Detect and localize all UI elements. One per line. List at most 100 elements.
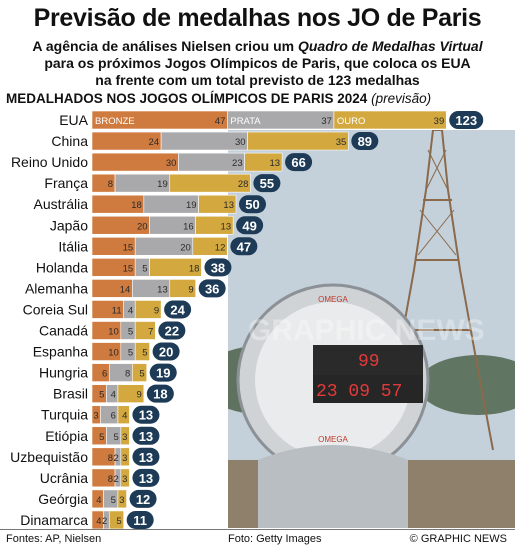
country-label-ucrania: Ucrânia bbox=[40, 470, 88, 486]
value-label-bronze-uzbequistao: 8 bbox=[108, 453, 113, 464]
total-label-turquia: 13 bbox=[139, 408, 153, 423]
total-label-hungria: 19 bbox=[156, 366, 170, 381]
total-label-dinamarca: 11 bbox=[133, 513, 147, 528]
value-label-bronze-japao: 20 bbox=[137, 221, 148, 232]
bar-gold-etiopia bbox=[120, 426, 130, 446]
value-label-gold-ucrania: 3 bbox=[122, 474, 127, 485]
country-label-holanda: Holanda bbox=[36, 259, 88, 275]
value-label-bronze-espanha: 10 bbox=[108, 348, 119, 359]
value-label-gold-georgia: 3 bbox=[119, 495, 124, 506]
value-label-silver-eua: 37 bbox=[321, 116, 332, 127]
total-badge-reino-unido bbox=[285, 153, 313, 172]
value-label-bronze-dinamarca: 4 bbox=[96, 516, 101, 527]
subtitle-line-1-text: A agência de análises Nielsen criou um bbox=[32, 38, 298, 54]
bar-gold-dinamarca bbox=[108, 510, 124, 530]
country-label-italia: Itália bbox=[58, 238, 88, 254]
value-label-silver-japao: 16 bbox=[183, 221, 194, 232]
value-label-bronze-reino-unido: 30 bbox=[166, 158, 177, 169]
total-label-china: 89 bbox=[358, 134, 372, 149]
country-label-coreia-sul: Coreia Sul bbox=[23, 301, 88, 317]
value-label-silver-holanda: 5 bbox=[142, 263, 147, 274]
value-label-silver-uzbequistao: 2 bbox=[114, 453, 119, 464]
value-label-bronze-brasil: 5 bbox=[99, 390, 104, 401]
series-label-gold: OURO bbox=[337, 116, 366, 127]
value-label-silver-alemanha: 13 bbox=[157, 284, 168, 295]
total-label-holanda: 38 bbox=[211, 260, 225, 275]
country-label-franca: França bbox=[44, 175, 88, 191]
value-label-gold-uzbequistao: 3 bbox=[122, 453, 127, 464]
total-badge-canada bbox=[158, 321, 186, 340]
value-label-gold-alemanha: 9 bbox=[188, 284, 193, 295]
total-badge-holanda bbox=[204, 258, 232, 277]
value-label-silver-hungria: 8 bbox=[125, 369, 130, 380]
footer-photo-credit: Foto: Getty Images bbox=[228, 533, 322, 545]
bar-gold-hungria bbox=[132, 363, 148, 382]
total-badge-ucrania bbox=[132, 468, 160, 487]
bar-gold-holanda bbox=[149, 258, 202, 277]
total-badge-uzbequistao bbox=[132, 447, 160, 466]
bar-gold-china bbox=[247, 131, 349, 151]
value-label-bronze-eua: 47 bbox=[215, 116, 226, 127]
eiffel-tower-clock-photo: 99 23 09 57 OMEGA OMEGA GRAPHIC NEWS bbox=[228, 130, 515, 528]
value-label-gold-italia: 12 bbox=[215, 242, 226, 253]
value-label-silver-brasil: 4 bbox=[111, 390, 116, 401]
value-label-gold-hungria: 5 bbox=[139, 369, 144, 380]
subtitle-line-1: A agência de análises Nielsen criou um Q… bbox=[20, 38, 495, 55]
bar-gold-italia bbox=[192, 237, 228, 256]
total-label-brasil: 18 bbox=[153, 387, 167, 402]
total-badge-eua bbox=[449, 111, 484, 129]
bar-gold-espanha bbox=[134, 342, 150, 361]
value-label-silver-australia: 19 bbox=[186, 200, 197, 211]
total-label-ucrania: 13 bbox=[139, 471, 153, 486]
value-label-bronze-turquia: 3 bbox=[93, 411, 98, 422]
value-label-bronze-china: 24 bbox=[149, 137, 160, 148]
country-label-dinamarca: Dinamarca bbox=[20, 512, 88, 528]
total-badge-brasil bbox=[146, 384, 174, 403]
bar-gold-eua bbox=[333, 110, 447, 130]
bar-gold-brasil bbox=[117, 384, 145, 403]
country-label-uzbequistao: Uzbequistão bbox=[10, 449, 88, 465]
series-label-bronze: BRONZE bbox=[95, 116, 135, 127]
value-label-gold-japao: 13 bbox=[221, 221, 232, 232]
bar-gold-canada bbox=[134, 321, 156, 340]
total-badge-japao bbox=[236, 216, 264, 235]
value-label-silver-coreia-sul: 4 bbox=[128, 305, 133, 316]
country-label-china: China bbox=[51, 133, 88, 149]
total-label-reino-unido: 66 bbox=[291, 155, 305, 170]
footer-sources: Fontes: AP, Nielsen bbox=[6, 533, 102, 545]
value-label-gold-coreia-sul: 9 bbox=[154, 305, 159, 316]
value-label-silver-canada: 5 bbox=[128, 327, 133, 338]
bar-gold-japao bbox=[195, 215, 234, 235]
subtitle-line-3: na frente com um total previsto de 123 m… bbox=[95, 72, 420, 88]
value-label-silver-ucrania: 2 bbox=[114, 474, 119, 485]
svg-text:OMEGA: OMEGA bbox=[318, 295, 348, 304]
country-label-georgia: Geórgia bbox=[38, 491, 88, 507]
total-label-australia: 50 bbox=[245, 197, 259, 212]
value-label-bronze-ucrania: 8 bbox=[108, 474, 113, 485]
bar-gold-georgia bbox=[117, 489, 127, 509]
total-label-japao: 49 bbox=[242, 218, 256, 233]
bar-gold-ucrania bbox=[120, 468, 130, 488]
value-label-bronze-georgia: 4 bbox=[96, 495, 101, 506]
total-label-franca: 55 bbox=[260, 176, 274, 191]
value-label-silver-franca: 19 bbox=[157, 179, 168, 190]
svg-text:OMEGA: OMEGA bbox=[318, 435, 348, 444]
graphic-news-watermark: GRAPHIC NEWS bbox=[248, 314, 485, 347]
bar-gold-reino-unido bbox=[244, 152, 283, 172]
value-label-gold-brasil: 9 bbox=[137, 390, 142, 401]
value-label-silver-turquia: 6 bbox=[111, 411, 116, 422]
value-label-gold-holanda: 18 bbox=[189, 263, 200, 274]
total-label-coreia-sul: 24 bbox=[170, 302, 185, 317]
country-label-etiopia: Etiópia bbox=[45, 428, 88, 444]
value-label-silver-italia: 20 bbox=[180, 242, 191, 253]
total-label-eua: 123 bbox=[455, 113, 477, 128]
subtitle-line-2: para os próximos Jogos Olímpicos de Pari… bbox=[44, 55, 471, 71]
value-label-bronze-italia: 15 bbox=[123, 242, 134, 253]
svg-text:99: 99 bbox=[358, 352, 380, 372]
bar-gold-alemanha bbox=[169, 279, 196, 298]
value-label-gold-turquia: 4 bbox=[122, 411, 127, 422]
total-badge-dinamarca bbox=[126, 510, 154, 529]
value-label-bronze-holanda: 15 bbox=[123, 263, 134, 274]
value-label-gold-dinamarca: 5 bbox=[116, 516, 121, 527]
